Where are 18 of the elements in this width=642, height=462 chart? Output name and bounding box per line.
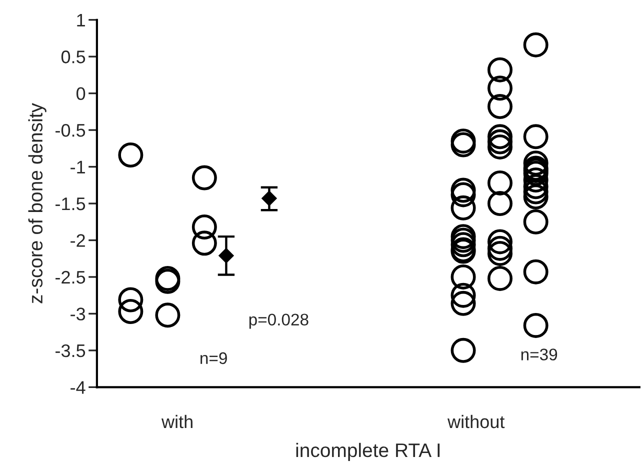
x-axis-title: incomplete RTA I xyxy=(296,442,440,461)
y-tick-label: 0.5 xyxy=(61,50,86,64)
y-tick-label: -2 xyxy=(70,234,85,247)
annotation: p=0.028 xyxy=(249,314,308,329)
y-tick-label: 0 xyxy=(76,87,86,100)
x-tick-label: without xyxy=(447,414,505,428)
y-axis-title: z-score of bone density xyxy=(28,103,46,304)
y-tick-label: -0.5 xyxy=(56,124,86,137)
y-tick-label: -1.5 xyxy=(56,198,86,210)
y-tick-label: -2.5 xyxy=(56,270,86,284)
y-tick-label: -3 xyxy=(70,308,86,320)
y-tick-label: -4 xyxy=(70,381,86,394)
y-tick-label: -1 xyxy=(70,160,85,174)
annotation: n=39 xyxy=(521,348,558,360)
x-tick-label: with xyxy=(161,414,192,428)
annotation: n=9 xyxy=(200,352,227,364)
y-tick-label: -3.5 xyxy=(56,344,86,358)
y-tick-label: 1 xyxy=(77,14,85,26)
